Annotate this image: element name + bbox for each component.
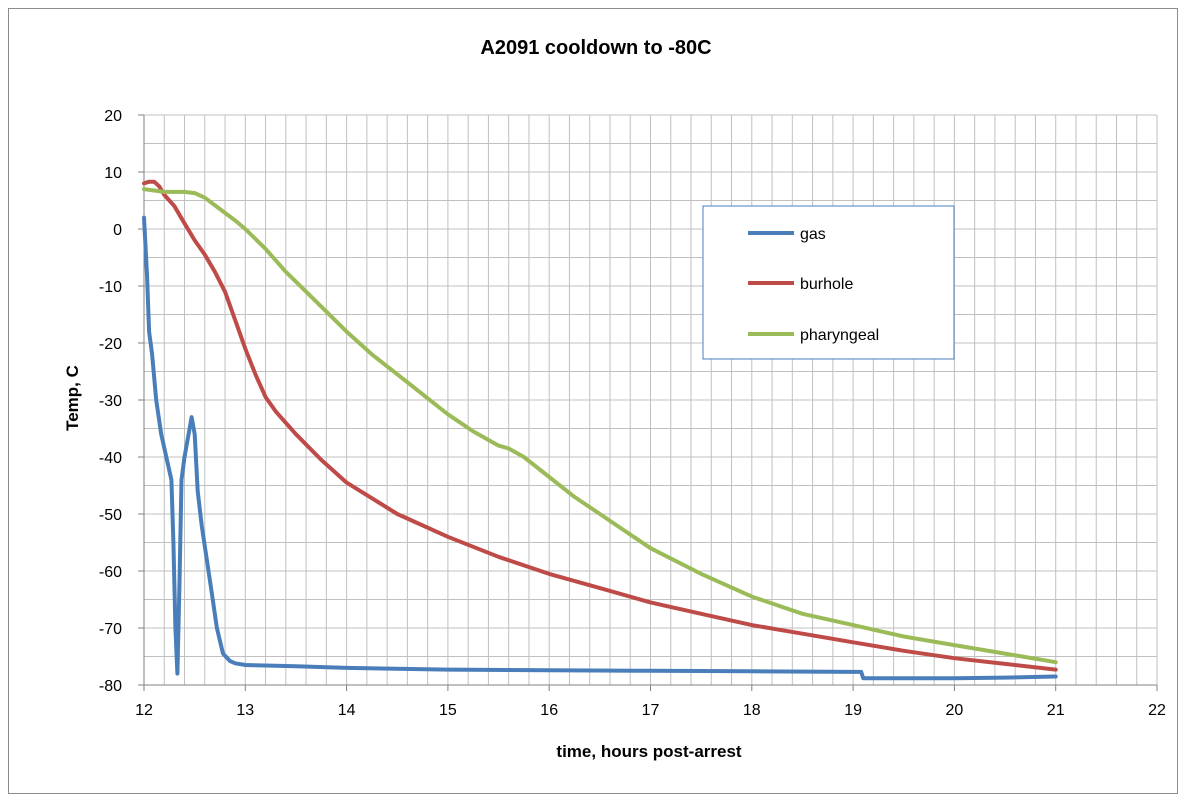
y-tick-label: -50	[99, 507, 122, 524]
y-tick-label: -30	[99, 393, 122, 410]
x-tick-label: 18	[743, 702, 761, 719]
x-tick-label: 15	[439, 702, 457, 719]
chart-title: A2091 cooldown to -80C	[480, 37, 711, 59]
y-tick-label: -40	[99, 450, 122, 467]
x-tick-label: 13	[236, 702, 254, 719]
y-axis-title: Temp, C	[63, 365, 82, 431]
y-tick-label: -80	[99, 678, 122, 695]
x-tick-label: 14	[338, 702, 356, 719]
x-tick-label: 16	[540, 702, 558, 719]
y-tick-label: 0	[113, 222, 122, 239]
x-tick-label: 21	[1047, 702, 1065, 719]
x-tick-label: 17	[642, 702, 660, 719]
series-line-burhole	[142, 179, 1058, 672]
series-line-gas	[142, 215, 1058, 681]
x-tick-label: 22	[1148, 702, 1166, 719]
legend-label-gas: gas	[800, 226, 826, 243]
y-tick-label: -20	[99, 336, 122, 353]
x-axis-ticks: 12 13 14 15 16 17 18 19 20 21 22	[135, 685, 1166, 719]
y-tick-label: 20	[104, 108, 122, 125]
series-layer	[142, 179, 1058, 681]
legend-label-burhole: burhole	[800, 276, 853, 293]
chart-grid	[138, 114, 1158, 691]
x-tick-label: 19	[844, 702, 862, 719]
y-tick-label: -60	[99, 564, 122, 581]
series-line-pharyngeal	[142, 187, 1058, 665]
legend-label-pharyngeal: pharyngeal	[800, 327, 879, 344]
x-tick-label: 20	[946, 702, 964, 719]
legend-box	[702, 205, 955, 360]
y-tick-label: -70	[99, 621, 122, 638]
x-tick-label: 12	[135, 702, 153, 719]
x-axis-title: time, hours post-arrest	[556, 742, 741, 761]
y-axis-ticks: 20 10 0 -10 -20 -30 -40 -50 -60 -70 -80	[99, 108, 144, 695]
y-tick-label: -10	[99, 279, 122, 296]
legend: gas burhole pharyngeal	[702, 205, 955, 360]
y-tick-label: 10	[104, 165, 122, 182]
